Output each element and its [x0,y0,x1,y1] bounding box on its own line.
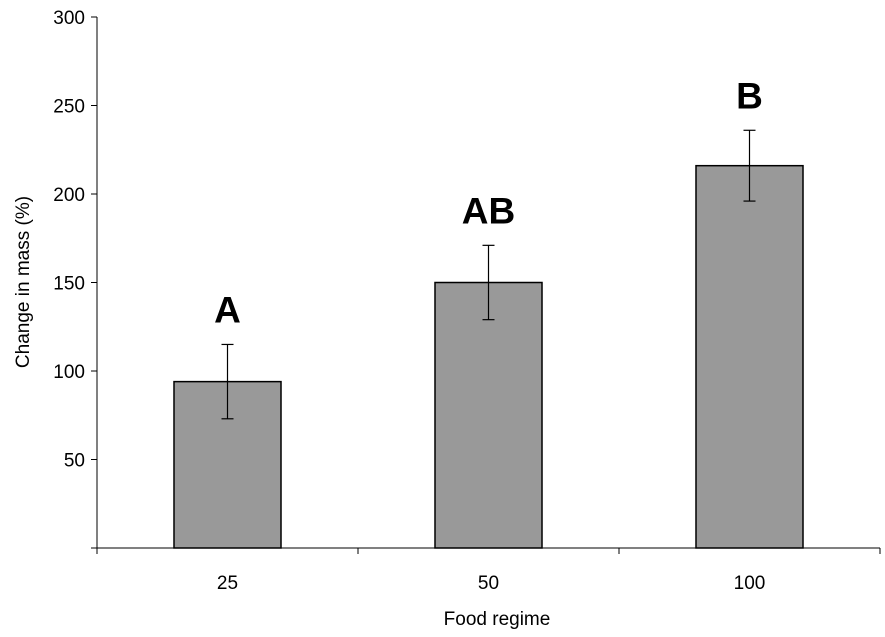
y-tick-label: 150 [53,274,85,295]
error-bars [221,129,756,420]
bar [434,281,543,549]
significance-label: A [214,289,241,330]
significance-label: B [736,75,763,116]
x-tick-label: 100 [734,573,766,594]
significance-label: AB [462,190,515,231]
x-tick-label: 50 [478,573,499,594]
y-axis-ticks: 50 100 150 200 250 300 [53,8,97,549]
significance-labels: A AB B [214,75,763,330]
x-axis-ticks: 25 50 100 [96,548,881,594]
x-axis-label: Food regime [444,609,551,630]
bars [173,164,804,549]
y-tick-label: 100 [53,362,85,383]
y-tick-label: 50 [64,451,85,472]
x-tick-label: 25 [217,573,238,594]
y-axis-label: Change in mass (%) [13,196,34,368]
y-tick-label: 200 [53,185,85,206]
y-tick-label: 300 [53,8,85,29]
y-tick-label: 250 [53,97,85,118]
bar [695,164,804,549]
